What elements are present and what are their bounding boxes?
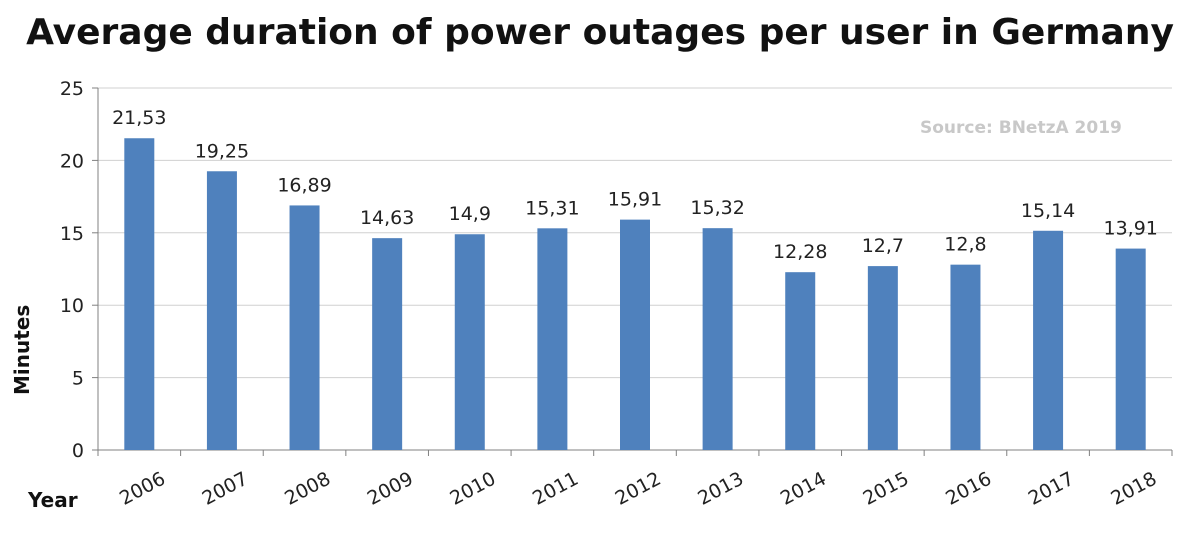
data-label: 14,9 — [449, 203, 491, 225]
x-tick-label: 2016 — [942, 468, 995, 510]
x-axis-label: Year — [28, 488, 78, 512]
data-label: 19,25 — [195, 140, 249, 162]
bar — [537, 228, 568, 450]
data-label: 14,63 — [360, 207, 414, 229]
x-tick-label: 2010 — [446, 468, 499, 510]
x-tick-label: 2007 — [199, 468, 252, 510]
data-label: 15,32 — [690, 197, 744, 219]
y-tick-label: 0 — [72, 440, 84, 462]
y-tick-label: 15 — [60, 223, 84, 245]
x-tick-label: 2014 — [777, 468, 830, 510]
bar — [785, 272, 816, 450]
x-tick-label: 2011 — [529, 468, 582, 510]
bar — [867, 266, 898, 450]
bar — [289, 205, 320, 450]
x-tick-label: 2017 — [1025, 468, 1078, 510]
bar — [124, 138, 155, 450]
data-label: 12,8 — [944, 234, 986, 256]
bar — [702, 228, 733, 450]
bar — [206, 171, 237, 450]
bar — [454, 234, 485, 450]
x-tick-label: 2015 — [860, 468, 913, 510]
bar — [1033, 230, 1064, 450]
x-tick-label: 2013 — [694, 468, 747, 510]
x-tick-label: 2018 — [1107, 468, 1160, 510]
bar — [372, 238, 403, 450]
x-tick-label: 2012 — [612, 468, 665, 510]
bar — [950, 264, 981, 450]
data-label: 16,89 — [277, 174, 331, 196]
data-label: 12,7 — [862, 235, 904, 257]
data-label: 15,14 — [1021, 200, 1075, 222]
y-tick-label: 25 — [60, 78, 84, 100]
data-label: 15,31 — [525, 197, 579, 219]
y-tick-label: 20 — [60, 150, 84, 172]
x-tick-label: 2008 — [281, 468, 334, 510]
data-label: 21,53 — [112, 107, 166, 129]
y-tick-label: 5 — [72, 368, 84, 390]
x-tick-label: 2006 — [116, 468, 169, 510]
x-tick-label: 2009 — [364, 468, 417, 510]
source-note: Source: BNetzA 2019 — [920, 118, 1122, 138]
y-axis-label: Minutes — [10, 304, 34, 395]
y-tick-label: 10 — [60, 295, 84, 317]
chart-title: Average duration of power outages per us… — [26, 12, 1174, 53]
data-label: 15,91 — [608, 189, 662, 211]
data-label: 13,91 — [1103, 218, 1157, 240]
data-label: 12,28 — [773, 241, 827, 263]
bar — [620, 219, 650, 450]
bar — [1115, 248, 1146, 450]
